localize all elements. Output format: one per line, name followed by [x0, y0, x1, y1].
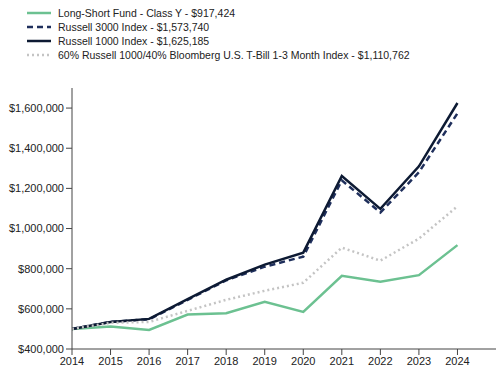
svg-text:2023: 2023	[407, 355, 431, 367]
svg-text:2017: 2017	[175, 355, 199, 367]
svg-text:2022: 2022	[368, 355, 392, 367]
svg-text:$1,600,000: $1,600,000	[9, 102, 64, 114]
svg-text:2018: 2018	[214, 355, 238, 367]
svg-text:$400,000: $400,000	[18, 343, 64, 355]
svg-text:$600,000: $600,000	[18, 303, 64, 315]
html-text:60% Russell 1000/40% Bloomberg: 60% Russell 1000/40% Bloomberg U.S. T-Bi…	[58, 49, 410, 61]
svg-text:2014: 2014	[60, 355, 84, 367]
html-text:Russell 3000 Index - $1,573,74: Russell 3000 Index - $1,573,740	[58, 21, 210, 33]
svg-text:2019: 2019	[252, 355, 276, 367]
svg-text:2024: 2024	[445, 355, 469, 367]
svg-text:$1,000,000: $1,000,000	[9, 222, 64, 234]
svg-text:$1,200,000: $1,200,000	[9, 182, 64, 194]
svg-text:$800,000: $800,000	[18, 263, 64, 275]
svg-text:2020: 2020	[291, 355, 315, 367]
svg-text:2021: 2021	[330, 355, 354, 367]
html-text:Long-Short Fund - Class Y - $9: Long-Short Fund - Class Y - $917,424	[58, 7, 236, 19]
svg-text:$1,400,000: $1,400,000	[9, 142, 64, 154]
svg-text:2015: 2015	[98, 355, 122, 367]
html-text:Russell 1000 Index - $1,625,18: Russell 1000 Index - $1,625,185	[58, 35, 210, 47]
svg-text:2016: 2016	[137, 355, 161, 367]
